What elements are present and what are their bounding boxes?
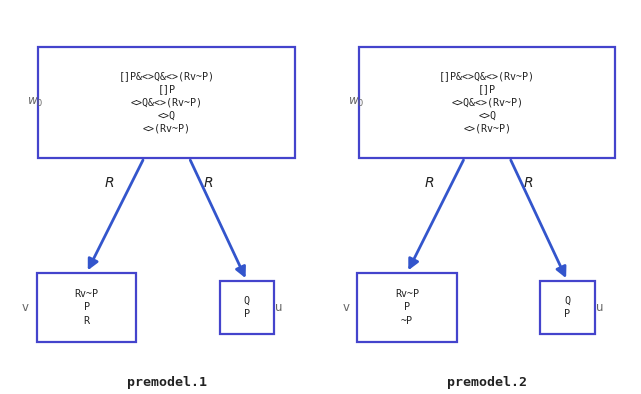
Text: $w_0$: $w_0$ bbox=[347, 96, 364, 109]
Text: $w_0$: $w_0$ bbox=[27, 96, 44, 109]
Text: Q
P: Q P bbox=[564, 296, 570, 319]
Text: R: R bbox=[104, 176, 114, 190]
Text: premodel.1: premodel.1 bbox=[127, 376, 206, 388]
FancyBboxPatch shape bbox=[359, 47, 615, 158]
Text: Rv~P
P
~P: Rv~P P ~P bbox=[395, 289, 419, 325]
Text: u: u bbox=[595, 301, 603, 314]
Text: v: v bbox=[22, 301, 29, 314]
Text: []P&<>Q&<>(Rv~P)
[]P
<>Q&<>(Rv~P)
<>Q
<>(Rv~P): []P&<>Q&<>(Rv~P) []P <>Q&<>(Rv~P) <>Q <>… bbox=[439, 71, 535, 134]
FancyBboxPatch shape bbox=[358, 273, 457, 342]
FancyBboxPatch shape bbox=[38, 47, 295, 158]
Text: []P&<>Q&<>(Rv~P)
[]P
<>Q&<>(Rv~P)
<>Q
<>(Rv~P): []P&<>Q&<>(Rv~P) []P <>Q&<>(Rv~P) <>Q <>… bbox=[119, 71, 215, 134]
FancyBboxPatch shape bbox=[540, 281, 595, 334]
FancyBboxPatch shape bbox=[219, 281, 274, 334]
Text: R: R bbox=[424, 176, 435, 190]
Text: v: v bbox=[343, 301, 349, 314]
Text: R: R bbox=[524, 176, 534, 190]
FancyBboxPatch shape bbox=[37, 273, 137, 342]
Text: R: R bbox=[203, 176, 213, 190]
Text: premodel.2: premodel.2 bbox=[447, 376, 527, 388]
Text: Q
P: Q P bbox=[244, 296, 250, 319]
Text: u: u bbox=[275, 301, 283, 314]
Text: Rv~P
P
R: Rv~P P R bbox=[74, 289, 99, 325]
